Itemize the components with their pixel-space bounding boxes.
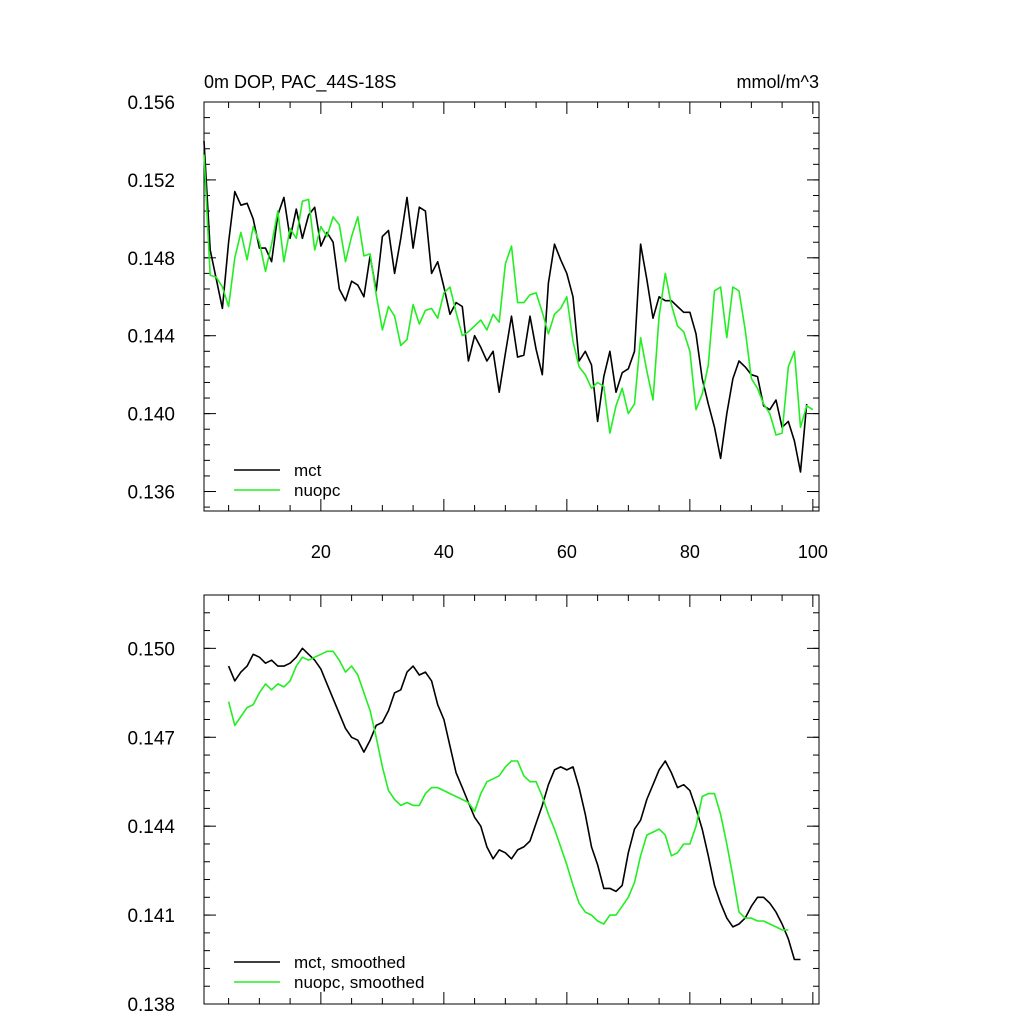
- top-plot-frame: [203, 101, 820, 512]
- top-legend: mct nuopc: [234, 461, 341, 500]
- series-line-mct: [203, 140, 808, 473]
- legend-label-mct: mct: [294, 461, 322, 480]
- top-panel: 0m DOP, PAC_44S-18S mmol/m^3 0.1360.1400…: [127, 72, 827, 562]
- bottom-plot-frame: [203, 594, 820, 1005]
- bottom-legend: mct, smoothed nuopc, smoothed: [234, 953, 424, 992]
- bottom-panel: 0.138 0.141 0.144 0.147 0.150 mct, smoothed …: [127, 594, 820, 1016]
- top-chart-title: 0m DOP, PAC_44S-18S: [204, 72, 396, 93]
- y-tick-label: 0.136: [127, 483, 175, 504]
- y-tick-label: 0.144: [127, 327, 175, 348]
- x-tick-label: 40: [434, 542, 454, 562]
- top-units-label: mmol/m^3: [737, 72, 819, 92]
- bottom-ticks: [204, 594, 819, 1005]
- x-tick-label: 20: [311, 542, 331, 562]
- top-series-lines: [203, 140, 814, 473]
- legend-label-mct-smoothed: mct, smoothed: [294, 953, 406, 972]
- x-tick-label: 60: [557, 542, 577, 562]
- y-tick-label: 0.150: [127, 639, 175, 660]
- bottom-series-lines: [227, 647, 801, 961]
- series-line-nuopc-smoothed: [227, 650, 789, 931]
- legend-label-nuopc: nuopc: [294, 481, 341, 500]
- x-tick-label: 80: [680, 542, 700, 562]
- x-tick-label: 100: [798, 542, 828, 562]
- y-tick-label: 0.148: [127, 249, 175, 270]
- y-tick-label: 0.147: [127, 728, 175, 749]
- y-tick-label: 0.138: [127, 995, 175, 1016]
- legend-label-nuopc-smoothed: nuopc, smoothed: [294, 973, 424, 992]
- y-tick-label: 0.144: [127, 817, 175, 838]
- bottom-y-tick-labels: 0.138 0.141 0.144 0.147 0.150: [127, 639, 175, 1016]
- series-line-mct-smoothed: [227, 647, 801, 961]
- y-tick-label: 0.140: [127, 405, 175, 426]
- y-tick-label: 0.156: [127, 93, 175, 114]
- top-x-tick-labels: 20 40 60 80 100: [311, 542, 828, 562]
- y-tick-label: 0.152: [127, 171, 175, 192]
- y-tick-label: 0.141: [127, 906, 175, 927]
- top-ticks: [204, 101, 819, 511]
- series-line-nuopc: [203, 154, 814, 436]
- top-y-tick-labels: 0.136 0.140 0.144 0.148 0.152 0.156: [127, 93, 175, 504]
